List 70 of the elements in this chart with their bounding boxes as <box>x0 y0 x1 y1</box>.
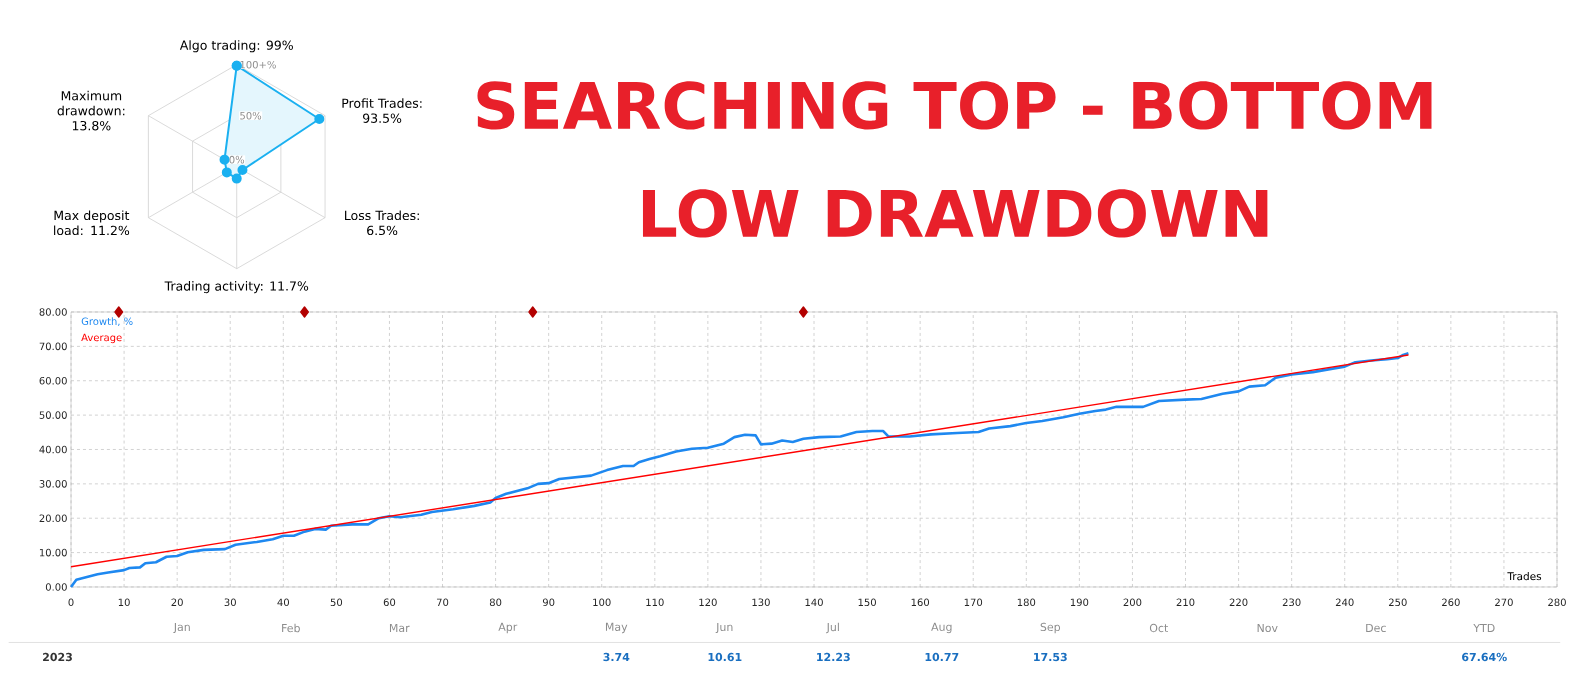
x-tick-label: 100 <box>593 598 611 607</box>
x-tick-label: 220 <box>1229 598 1248 607</box>
x-tick-label: 130 <box>752 598 770 607</box>
x-tick-label: 210 <box>1176 598 1195 607</box>
text: Average <box>81 333 122 344</box>
x-tick-label: 270 <box>1495 598 1513 607</box>
x-tick-label: 10 <box>118 598 130 607</box>
category-label: Apr <box>498 622 518 634</box>
y-tick-label: 20.00 <box>39 514 67 523</box>
x-tick-label: 60 <box>383 598 396 607</box>
y-tick-label: 10.00 <box>39 548 67 557</box>
category-label: Jul <box>826 622 839 634</box>
x-tick-label: 160 <box>911 598 930 607</box>
y-tick-label: 0.00 <box>45 583 67 591</box>
x-tick-label: 40 <box>277 598 289 607</box>
x-tick-label: 0 <box>68 598 74 607</box>
spoke-label: Max deposit load: 11.2% <box>54 210 130 236</box>
spoke-label: Maximum drawdown: 13.8% <box>57 90 125 131</box>
x-axis-title: Trades <box>1507 572 1542 581</box>
text: Growth, % <box>81 317 133 327</box>
y-tick-label: 50% <box>240 111 262 120</box>
x-tick-label: 250 <box>1388 598 1407 607</box>
category-label: Dec <box>1366 623 1386 633</box>
x-tick-label: 240 <box>1335 598 1354 607</box>
x-tick-label: 20 <box>171 598 183 607</box>
category-label: Jun <box>715 622 733 634</box>
x-tick-label: 150 <box>858 598 876 607</box>
x-tick-label: 200 <box>1123 598 1142 607</box>
chart-title: SEARCHING TOP - BOTTOM LOW DRAWDOWN <box>477 81 1432 238</box>
text: 10.61 <box>708 652 742 662</box>
spoke-label: Algo trading: 99% <box>179 40 293 53</box>
y-tick-label: 0% <box>229 155 245 164</box>
text: 17.53 <box>1034 652 1067 662</box>
text: 67.64% <box>1462 652 1507 662</box>
y-tick-label: 40.00 <box>39 445 67 454</box>
y-tick-label: 70.00 <box>39 342 67 351</box>
x-tick-label: 260 <box>1442 598 1460 607</box>
x-tick-label: 110 <box>646 598 664 607</box>
x-tick-label: 170 <box>964 598 983 607</box>
category-label: YTD <box>1473 623 1495 632</box>
spoke-label: Loss Trades: 6.5% <box>345 210 419 236</box>
text: 10.77 <box>925 652 959 662</box>
text: 3.74 <box>603 652 630 662</box>
x-tick-label: 180 <box>1017 598 1036 607</box>
category-label: Mar <box>389 623 410 633</box>
x-tick-label: 30 <box>224 598 236 607</box>
y-tick-label: 60.00 <box>39 376 67 385</box>
text: 12.23 <box>817 652 850 662</box>
spoke-label: Profit Trades: 93.5% <box>342 98 422 123</box>
category-label: Oct <box>1149 623 1169 633</box>
spoke-label: Trading activity: 11.7% <box>164 281 309 294</box>
x-tick-label: 230 <box>1282 598 1301 607</box>
y-tick-label: 50.00 <box>39 411 67 419</box>
category-label: Jan <box>173 622 190 634</box>
y-tick-label: 30.00 <box>39 480 67 488</box>
x-tick-label: 90 <box>542 598 555 607</box>
y-tick-label: 80.00 <box>39 308 67 316</box>
category-label: Nov <box>1257 623 1278 633</box>
category-label: Feb <box>282 623 300 633</box>
x-tick-label: 140 <box>805 598 823 607</box>
category-label: Sep <box>1040 622 1061 634</box>
x-tick-label: 280 <box>1548 598 1566 607</box>
x-tick-label: 80 <box>489 598 502 607</box>
x-tick-label: 120 <box>699 598 717 607</box>
text: 2023 <box>43 652 72 662</box>
x-tick-label: 50 <box>330 598 343 607</box>
x-tick-label: 70 <box>436 598 449 607</box>
x-tick-label: 190 <box>1070 598 1089 607</box>
category-label: May <box>605 622 628 634</box>
category-label: Aug <box>931 622 952 634</box>
